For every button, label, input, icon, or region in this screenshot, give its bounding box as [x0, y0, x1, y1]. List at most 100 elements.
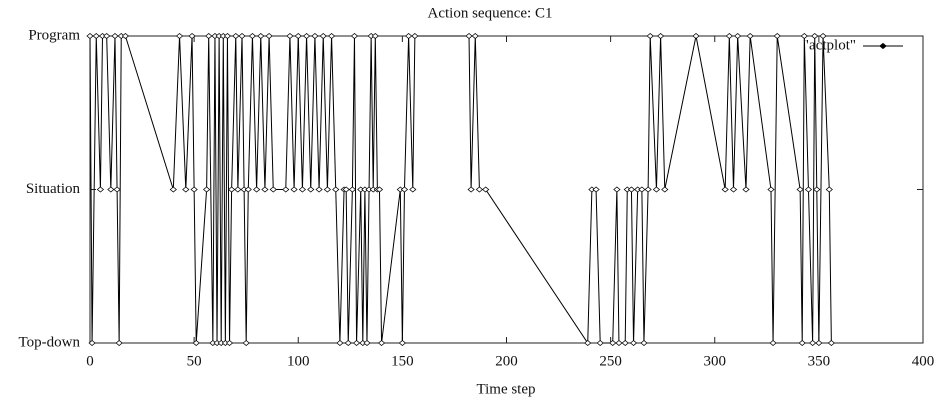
point-marker: [734, 32, 742, 40]
point-marker: [411, 32, 419, 40]
point-marker: [121, 32, 130, 40]
point-marker: [804, 186, 813, 193]
point-marker: [315, 186, 323, 193]
point-marker: [248, 32, 257, 40]
point-marker: [813, 186, 821, 193]
point-marker: [192, 339, 200, 347]
point-marker: [746, 32, 754, 40]
point-marker: [819, 32, 827, 40]
point-marker: [282, 186, 290, 193]
point-marker: [302, 32, 311, 40]
y-tick-label: Program: [28, 27, 80, 43]
point-marker: [471, 32, 479, 40]
point-marker: [615, 339, 623, 347]
point-marker: [238, 32, 246, 40]
point-marker: [298, 186, 307, 193]
point-marker: [265, 32, 273, 40]
point-marker: [800, 32, 808, 40]
point-marker: [175, 32, 184, 40]
y-tick-label: Top-down: [19, 334, 81, 350]
point-marker: [644, 186, 652, 193]
point-marker: [290, 186, 298, 193]
point-marker: [729, 186, 738, 193]
point-marker: [767, 186, 775, 193]
point-marker: [656, 32, 665, 40]
point-marker: [652, 186, 661, 193]
point-marker: [242, 339, 250, 347]
point-marker: [409, 186, 417, 193]
point-marker: [169, 186, 177, 193]
point-marker: [115, 339, 123, 347]
point-marker: [584, 339, 592, 347]
x-tick-label: 0: [86, 353, 94, 369]
point-marker: [809, 339, 817, 347]
legend-marker: [879, 42, 887, 50]
point-marker: [327, 32, 336, 40]
point-marker: [257, 32, 265, 40]
point-marker: [482, 186, 490, 193]
point-marker: [113, 186, 121, 193]
point-marker: [629, 339, 638, 347]
point-marker: [596, 339, 604, 347]
point-marker: [621, 339, 629, 347]
point-marker: [798, 339, 806, 347]
point-marker: [769, 339, 777, 347]
y-tick-label: Situation: [26, 181, 81, 197]
point-marker: [232, 32, 240, 40]
point-marker: [261, 186, 269, 193]
point-marker: [96, 186, 105, 193]
x-tick-label: 300: [704, 353, 727, 369]
x-tick-label: 250: [599, 353, 622, 369]
point-marker: [311, 32, 319, 40]
point-marker: [286, 32, 294, 40]
point-marker: [344, 339, 352, 347]
x-tick-label: 150: [391, 353, 414, 369]
point-marker: [269, 186, 277, 193]
point-marker: [811, 32, 819, 40]
point-marker: [323, 186, 332, 193]
point-marker: [92, 32, 100, 40]
point-marker: [294, 32, 302, 40]
point-marker: [352, 339, 361, 347]
point-marker: [234, 186, 242, 193]
point-marker: [319, 32, 327, 40]
point-marker: [773, 32, 781, 40]
point-marker: [796, 186, 804, 193]
point-marker: [103, 32, 111, 40]
point-marker: [205, 32, 213, 40]
point-marker: [182, 186, 190, 193]
point-marker: [202, 186, 211, 193]
point-marker: [348, 186, 357, 193]
point-marker: [465, 32, 473, 40]
x-tick-label: 200: [495, 353, 518, 369]
point-marker: [111, 32, 119, 40]
point-marker: [400, 186, 409, 193]
point-marker: [227, 186, 236, 193]
legend-label: "actplot": [803, 37, 856, 53]
point-marker: [646, 32, 654, 40]
x-tick-label: 350: [808, 353, 831, 369]
point-marker: [332, 186, 340, 193]
point-marker: [363, 339, 371, 347]
point-marker: [692, 32, 700, 40]
x-axis-label: Time step: [476, 381, 535, 397]
point-marker: [350, 32, 359, 40]
point-marker: [190, 186, 198, 193]
point-marker: [398, 339, 406, 347]
point-marker: [307, 186, 315, 193]
point-marker: [815, 339, 823, 347]
point-marker: [827, 339, 835, 347]
point-marker: [223, 32, 232, 40]
point-marker: [225, 339, 234, 347]
point-marker: [475, 186, 484, 193]
point-marker: [661, 186, 669, 193]
point-marker: [88, 339, 96, 347]
x-tick-label: 400: [912, 353, 935, 369]
x-tick-label: 100: [287, 353, 310, 369]
point-marker: [377, 339, 386, 347]
point-marker: [627, 186, 636, 193]
point-marker: [244, 186, 252, 193]
point-marker: [825, 186, 833, 193]
point-marker: [725, 32, 733, 40]
